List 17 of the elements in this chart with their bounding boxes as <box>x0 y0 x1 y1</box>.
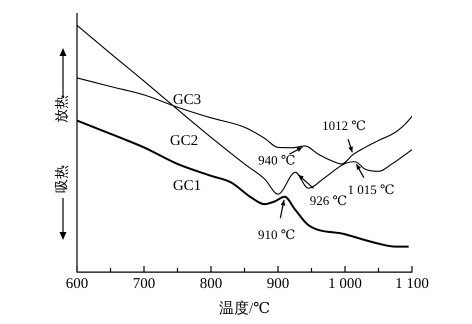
x-tick-label: 1 100 <box>395 276 429 292</box>
x-axis-title: 温度/℃ <box>219 300 270 317</box>
x-tick-label: 800 <box>200 276 222 292</box>
series-label: GC3 <box>172 92 202 108</box>
text: 吸热 <box>54 164 71 195</box>
x-tick-label: 600 <box>66 276 88 292</box>
annotation: 940 ℃ <box>258 152 296 168</box>
series-label: GC2 <box>170 132 198 149</box>
text: 放热 <box>54 94 71 125</box>
annotation: 926 ℃ <box>310 192 348 208</box>
annotation: 1012 ℃ <box>322 118 366 134</box>
x-tick-label: 1 000 <box>328 276 362 292</box>
annotation: 910 ℃ <box>258 227 296 242</box>
series-label: GC1 <box>172 178 202 194</box>
x-tick-label: 900 <box>266 276 290 292</box>
annotation: 1 015 ℃ <box>348 182 395 198</box>
x-tick-label: 700 <box>132 276 156 292</box>
